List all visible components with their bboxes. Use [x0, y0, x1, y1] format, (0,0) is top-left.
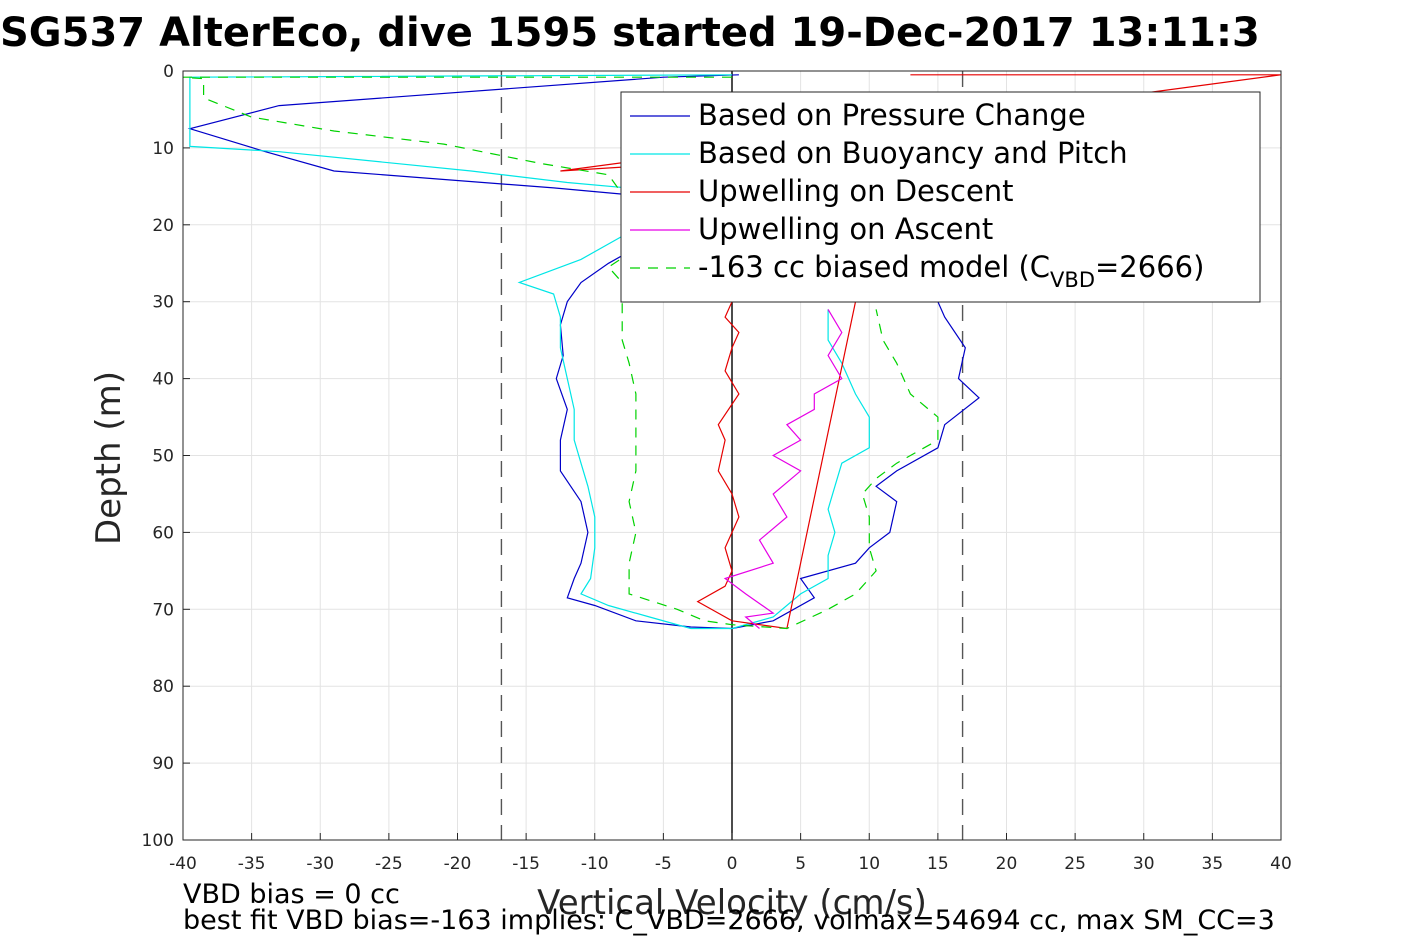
x-tick-label-5: -15: [512, 854, 540, 874]
y-tick-label-5: 50: [152, 447, 174, 467]
x-tick-label-9: 5: [795, 854, 806, 874]
y-tick-label-8: 80: [152, 677, 174, 697]
x-tick-label-13: 25: [1064, 854, 1086, 874]
legend-entry-biased-prefix: -163 cc biased model (C: [698, 250, 1050, 284]
x-tick-label-15: 35: [1202, 854, 1224, 874]
series-line-3: [723, 309, 843, 629]
x-tick-label-12: 20: [996, 854, 1018, 874]
legend-entry-biased-subscript: VBD: [1050, 268, 1095, 292]
x-axis-label: Vertical Velocity (cm/s): [537, 883, 927, 923]
legend-entry-pressure: Based on Pressure Change: [698, 98, 1086, 132]
legend-entry-biased-model: -163 cc biased model (CVBD=2666): [698, 250, 1204, 292]
chart-title: SG537 AlterEco, dive 1595 started 19-Dec…: [0, 10, 1260, 56]
series-line-4: [183, 76, 939, 630]
y-tick-label-10: 100: [142, 831, 174, 851]
x-tick-label-3: -25: [375, 854, 403, 874]
x-tick-label-1: -35: [238, 854, 266, 874]
y-tick-label-3: 30: [152, 293, 174, 313]
y-axis-label: Depth (m): [89, 371, 129, 545]
best-fit-note: best fit VBD bias=-163 implies: C_VBD=26…: [183, 905, 1275, 936]
y-axis-ticks: 0 10 20 30 40 50 60 70 80 90 100: [142, 62, 190, 851]
y-tick-label-6: 60: [152, 523, 174, 543]
x-tick-label-10: 10: [858, 854, 880, 874]
legend-entry-descent: Upwelling on Descent: [698, 174, 1014, 208]
legend-box: [620, 91, 1261, 303]
legend-entry-buoyancy: Based on Buoyancy and Pitch: [698, 136, 1128, 170]
x-tick-label-4: -20: [444, 854, 472, 874]
y-tick-label-7: 70: [152, 600, 174, 620]
y-tick-label-9: 90: [152, 754, 174, 774]
x-tick-label-6: -10: [581, 854, 609, 874]
y-tick-label-2: 20: [152, 216, 174, 236]
legend-entry-ascent: Upwelling on Ascent: [698, 212, 993, 246]
x-tick-label-16: 40: [1270, 854, 1292, 874]
y-tick-label-1: 10: [152, 139, 174, 159]
x-tick-label-8: 0: [727, 854, 738, 874]
y-tick-label-0: 0: [163, 62, 174, 82]
y-tick-label-4: 40: [152, 370, 174, 390]
x-tick-label-14: 30: [1133, 854, 1155, 874]
x-tick-label-11: 15: [927, 854, 949, 874]
vbd-bias-note: VBD bias = 0 cc: [183, 879, 400, 910]
legend-entry-biased-suffix: =2666): [1095, 250, 1204, 284]
x-axis-ticks: -40 -35 -30 -25 -20 -15 -10 -5 0 5 10 15 20 25 30 35 40: [169, 833, 1292, 874]
legend: Based on Pressure Change Based on Buoyan…: [620, 91, 1261, 303]
x-tick-label-7: -5: [655, 854, 672, 874]
x-tick-label-2: -30: [306, 854, 334, 874]
x-tick-label-0: -40: [169, 854, 197, 874]
